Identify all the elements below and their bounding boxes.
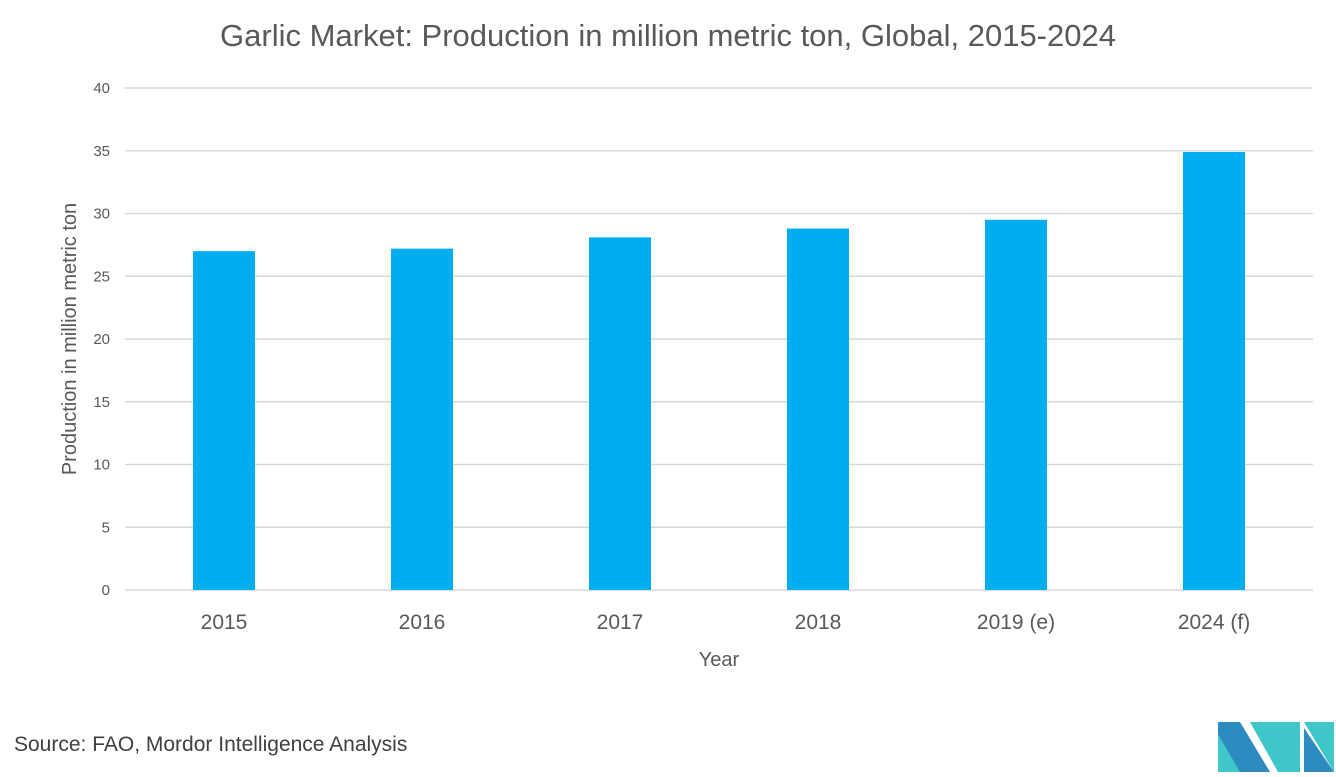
y-tick-label: 5: [102, 519, 110, 536]
chart-title: Garlic Market: Production in million met…: [220, 18, 1116, 53]
x-tick-label: 2019 (e): [977, 611, 1055, 634]
y-tick-label: 35: [93, 143, 110, 160]
bar-2018: [787, 228, 849, 590]
y-tick-label: 40: [93, 80, 110, 97]
x-tick-label: 2016: [399, 611, 446, 634]
bar-2024-f: [1183, 152, 1245, 590]
y-tick-label: 10: [93, 457, 110, 474]
bar-2019-e: [985, 219, 1047, 590]
y-tick-label: 20: [93, 331, 110, 348]
mordor-intelligence-logo: [1218, 722, 1334, 772]
y-tick-label: 0: [102, 582, 110, 599]
x-tick-label: 2024 (f): [1178, 611, 1250, 634]
bar-2017: [589, 237, 651, 590]
y-axis-label: Production in million metric ton: [59, 203, 81, 475]
x-tick-label: 2018: [795, 611, 842, 634]
bar-chart: 0 5 10 15 20 25 30 35 40 2015 2016 2017 2018 2019 (e)…: [59, 80, 1313, 671]
y-tick-label: 25: [93, 268, 110, 285]
x-tick-label: 2017: [597, 611, 644, 634]
bar-2016: [391, 248, 453, 590]
y-tick-label: 30: [93, 206, 110, 223]
source-note: Source: FAO, Mordor Intelligence Analysi…: [14, 733, 408, 756]
x-axis-label: Year: [699, 649, 740, 671]
x-tick-label: 2015: [201, 611, 248, 634]
y-tick-label: 15: [93, 394, 110, 411]
bar-2015: [193, 251, 255, 590]
